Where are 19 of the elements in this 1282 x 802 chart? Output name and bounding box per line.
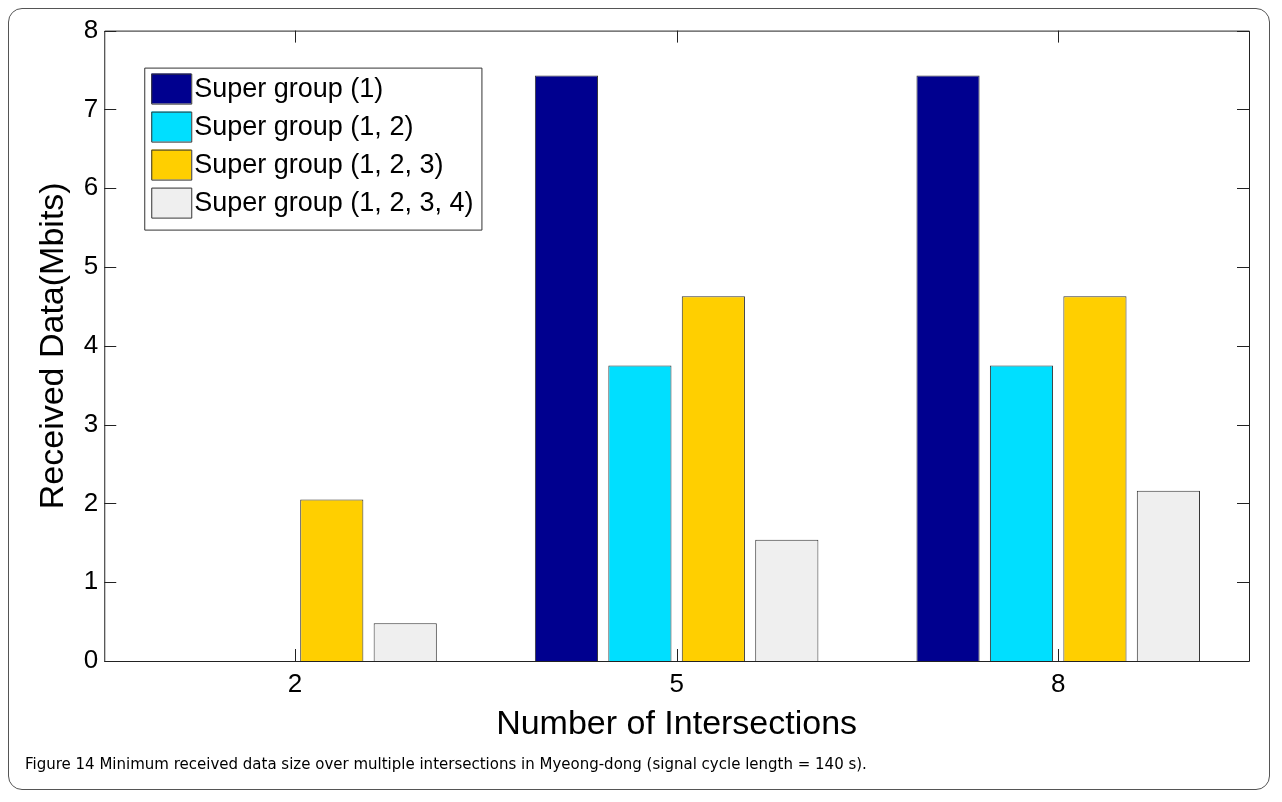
y-tick-label: 5	[83, 250, 99, 281]
y-axis-title: Received Data(Mbits)	[31, 182, 70, 510]
legend-label: Super group (1, 2, 3)	[194, 149, 444, 180]
caption: Figure 14 Minimum received data size over multiple intersections in Myeong-dong (signal cycle length = 140 s).	[24, 754, 868, 775]
x-tick-label: 5	[669, 667, 684, 698]
y-tick-label: 3	[83, 407, 99, 438]
y-tick-label: 7	[83, 92, 99, 123]
y-tick-label: 4	[83, 328, 99, 359]
legend-label: Super group (1)	[194, 73, 384, 104]
y-tick-label: 6	[83, 171, 99, 202]
y-tick-label: 1	[83, 565, 99, 596]
legend-label: Super group (1, 2, 3, 4)	[194, 187, 474, 218]
x-axis-title: Number of Intersections	[496, 702, 858, 741]
y-tick-label: 0	[83, 644, 99, 675]
x-tick-label: 8	[1050, 667, 1066, 698]
y-tick-label: 8	[83, 13, 99, 44]
x-tick-label: 2	[287, 667, 303, 698]
legend-label: Super group (1, 2)	[194, 111, 414, 142]
y-tick-label: 2	[83, 486, 99, 517]
